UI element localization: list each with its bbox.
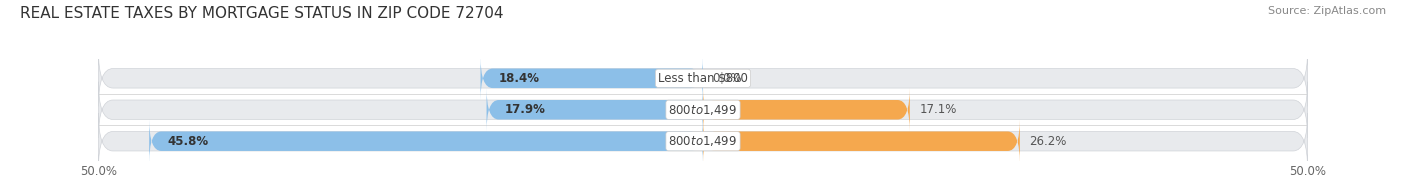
FancyBboxPatch shape <box>98 82 1308 138</box>
FancyBboxPatch shape <box>703 88 910 132</box>
Text: 26.2%: 26.2% <box>1029 135 1067 148</box>
FancyBboxPatch shape <box>703 120 1019 163</box>
FancyBboxPatch shape <box>98 113 1308 169</box>
Text: REAL ESTATE TAXES BY MORTGAGE STATUS IN ZIP CODE 72704: REAL ESTATE TAXES BY MORTGAGE STATUS IN … <box>20 6 503 21</box>
Text: 18.4%: 18.4% <box>499 72 540 85</box>
Text: 17.9%: 17.9% <box>505 103 546 116</box>
FancyBboxPatch shape <box>98 50 1308 106</box>
FancyBboxPatch shape <box>486 88 703 132</box>
FancyBboxPatch shape <box>481 57 703 100</box>
FancyBboxPatch shape <box>149 120 703 163</box>
Text: Source: ZipAtlas.com: Source: ZipAtlas.com <box>1268 6 1386 16</box>
Text: 45.8%: 45.8% <box>167 135 208 148</box>
Text: 0.0%: 0.0% <box>713 72 742 85</box>
Text: 17.1%: 17.1% <box>920 103 957 116</box>
Text: $800 to $1,499: $800 to $1,499 <box>668 134 738 148</box>
Text: Less than $800: Less than $800 <box>658 72 748 85</box>
Text: $800 to $1,499: $800 to $1,499 <box>668 103 738 117</box>
